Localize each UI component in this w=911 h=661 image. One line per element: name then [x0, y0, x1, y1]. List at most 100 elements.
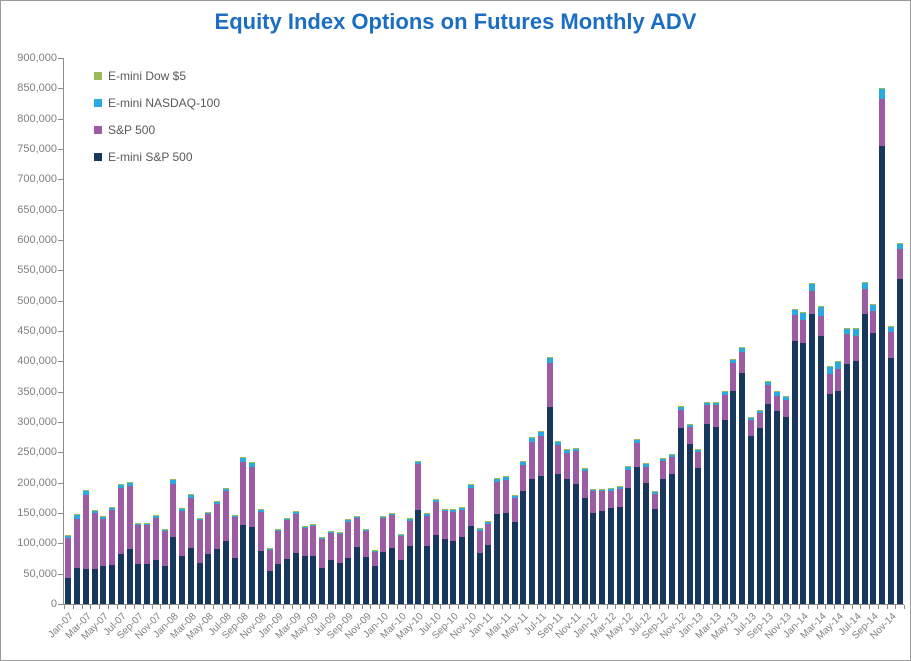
- x-axis-tick: [641, 605, 643, 609]
- bar-segment-Oct-11: [564, 449, 571, 454]
- bar-segment-Nov-07: [152, 517, 159, 560]
- bar-segment-Apr-13: [721, 420, 728, 604]
- x-axis-tick: [247, 605, 249, 609]
- x-axis-tick: [414, 605, 415, 609]
- bar-segment-Aug-13: [756, 413, 763, 429]
- x-axis-tick: [527, 605, 529, 609]
- x-axis-tick: [790, 605, 792, 609]
- bar-segment-Jul-14: [852, 328, 859, 337]
- bar-segment-Nov-11: [572, 448, 579, 452]
- x-axis-tick: [72, 605, 74, 609]
- x-axis-tick: [702, 605, 704, 609]
- bar-segment-Apr-14: [826, 394, 833, 604]
- bar-segment-Aug-13: [756, 410, 763, 414]
- bar-segment-Jan-13: [695, 468, 702, 604]
- bar-segment-Sep-09: [345, 557, 352, 604]
- bar-segment-Nov-08: [257, 509, 264, 512]
- y-axis-tick-label: 600,000: [17, 234, 57, 246]
- bar-segment-Feb-07: [74, 518, 81, 569]
- bar-segment-Nov-14: [887, 325, 894, 332]
- bar-segment-Aug-14: [861, 314, 868, 604]
- y-axis-tick: [58, 513, 63, 514]
- bar-segment-Jan-08: [170, 483, 177, 538]
- bar-segment-Dec-07: [161, 531, 168, 566]
- y-axis-tick: [58, 240, 63, 241]
- x-axis-tick: [650, 605, 652, 609]
- bar-segment-Apr-09: [301, 556, 308, 604]
- x-axis-tick: [510, 605, 512, 609]
- x-axis-tick: [195, 605, 197, 609]
- bar-segment-Jun-12: [634, 439, 641, 443]
- y-axis-tick-label: 900,000: [17, 52, 57, 64]
- bar-segment-Dec-08: [266, 549, 273, 572]
- bar-segment-Nov-11: [572, 483, 579, 604]
- bar-segment-Apr-10: [406, 518, 413, 521]
- bar-segment-Sep-14: [870, 303, 877, 305]
- bar-segment-Sep-09: [345, 521, 352, 558]
- bar-segment-Feb-13: [704, 402, 711, 406]
- x-axis-tick: [466, 605, 468, 609]
- bar-segment-Jul-12: [642, 463, 649, 467]
- bar-segment-Sep-10: [450, 509, 457, 513]
- bar-segment-Jul-08: [222, 540, 229, 604]
- y-axis-tick: [58, 58, 63, 59]
- x-axis-tick: [659, 605, 660, 609]
- x-axis-tick: [807, 605, 809, 609]
- bar-segment-Dec-12: [686, 443, 693, 604]
- x-axis-tick: [160, 605, 162, 609]
- x-axis-tick: [326, 605, 328, 609]
- bar-segment-Jun-07: [109, 565, 116, 604]
- bar-segment-Jun-08: [214, 501, 221, 504]
- bar-segment-Mar-12: [607, 490, 614, 509]
- bar-segment-Jul-14: [852, 361, 859, 604]
- bar-segment-Jul-07: [117, 487, 124, 555]
- bar-segment-Aug-07: [126, 486, 133, 549]
- bar-segment-Sep-08: [240, 456, 247, 458]
- bar-segment-Sep-11: [555, 444, 562, 474]
- bar-segment-May-12: [625, 466, 632, 470]
- legend-label: S&P 500: [108, 123, 156, 137]
- bar-segment-Jun-13: [739, 347, 746, 353]
- bar-segment-Jul-10: [432, 499, 439, 502]
- bar-segment-Dec-14: [896, 279, 903, 604]
- x-axis-tick: [694, 605, 695, 609]
- bar-segment-May-10: [415, 461, 422, 465]
- bar-segment-Nov-10: [467, 487, 474, 526]
- bar-segment-Oct-10: [459, 507, 466, 511]
- bar-segment-Oct-08: [249, 462, 256, 463]
- bar-segment-Aug-08: [231, 557, 238, 604]
- bar-segment-Mar-12: [607, 488, 614, 491]
- x-axis-tick: [764, 605, 765, 609]
- bar-segment-Jul-10: [432, 501, 439, 535]
- bar-segment-Dec-09: [371, 551, 378, 566]
- x-axis-tick: [624, 605, 625, 609]
- bar-segment-Jun-07: [109, 509, 116, 566]
- bar-segment-Mar-11: [502, 480, 509, 513]
- bar-segment-Nov-08: [257, 551, 264, 604]
- bar-segment-Oct-08: [249, 462, 256, 467]
- bar-segment-May-13: [730, 363, 737, 392]
- bar-segment-Nov-10: [467, 525, 474, 604]
- bar-segment-Nov-13: [782, 417, 789, 604]
- y-axis-tick: [58, 543, 63, 545]
- y-axis-tick-label: 50,000: [23, 567, 57, 580]
- y-axis-tick-label: 750,000: [17, 143, 57, 155]
- x-axis-tick: [904, 605, 905, 609]
- bar-segment-Feb-13: [704, 423, 711, 604]
- bar-segment-Mar-09: [292, 514, 299, 554]
- bar-segment-Sep-13: [765, 384, 772, 404]
- bar-segment-Jul-13: [747, 435, 754, 604]
- bar-segment-Oct-07: [144, 523, 151, 526]
- x-axis-tick: [519, 605, 520, 609]
- bar-segment-Mar-08: [187, 494, 194, 498]
- bar-segment-Aug-07: [126, 548, 133, 604]
- x-axis-tick: [589, 605, 590, 609]
- bar-segment-Mar-10: [397, 560, 404, 604]
- bar-segment-Sep-10: [450, 540, 457, 604]
- bar-segment-Sep-09: [345, 519, 352, 522]
- bar-segment-Jan-12: [590, 491, 597, 513]
- bar-segment-Jun-11: [529, 441, 536, 479]
- bar-segment-Jun-14: [844, 364, 851, 604]
- x-axis-tick: [632, 605, 634, 609]
- bar-segment-Apr-09: [301, 527, 308, 557]
